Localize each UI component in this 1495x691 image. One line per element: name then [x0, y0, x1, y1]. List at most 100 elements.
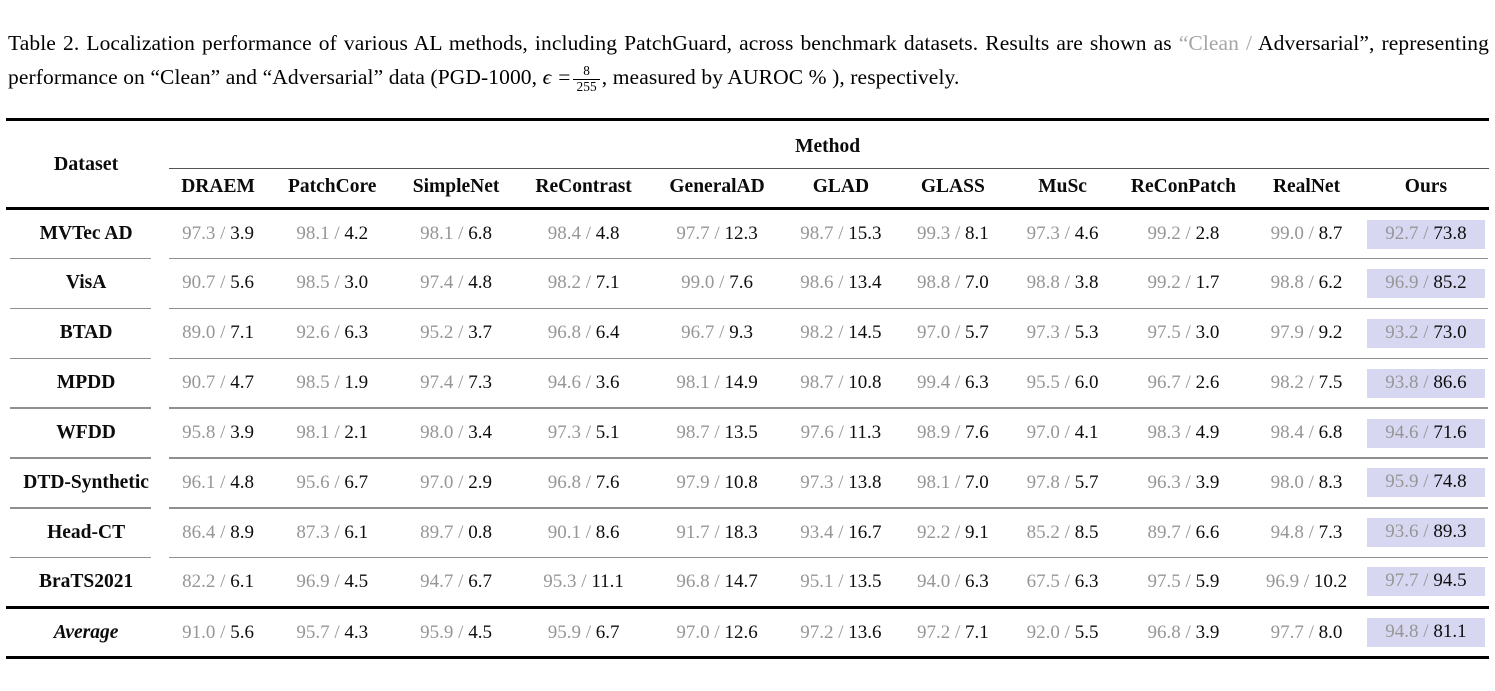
adversarial-score: 3.8 — [1074, 272, 1099, 294]
adversarial-score: 9.3 — [729, 322, 753, 344]
score-separator: / — [580, 621, 596, 643]
clean-score: 86.4 — [182, 521, 216, 543]
adversarial-score: 13.5 — [724, 422, 758, 444]
score-separator: / — [709, 521, 725, 543]
clean-score: 95.8 — [182, 422, 216, 444]
ours-highlight: 93.6 / 89.3 — [1366, 518, 1485, 548]
adversarial-score: 6.6 — [1195, 521, 1220, 543]
adversarial-score: 11.1 — [591, 570, 624, 592]
score-separator: / — [833, 322, 849, 344]
score-cell: 99.2 / 2.8 — [1116, 209, 1251, 259]
score-separator: / — [1418, 471, 1434, 493]
score-cell: 97.3 / 3.9 — [166, 209, 270, 259]
clean-score: 98.6 — [800, 272, 834, 294]
adversarial-score: 2.6 — [1195, 372, 1220, 394]
score-separator: / — [215, 372, 231, 394]
score-separator: / — [215, 223, 231, 245]
score-cell: 85.2 / 8.5 — [1008, 508, 1117, 559]
adversarial-score: 6.1 — [344, 521, 369, 543]
caption-text-1: Table 2. Localization performance of var… — [8, 31, 1179, 55]
score-cell: 98.9 / 7.6 — [897, 408, 1009, 459]
method-col-header-musc: MuSc — [1038, 175, 1087, 197]
score-cell: 89.7 / 0.8 — [394, 508, 518, 559]
clean-score: 96.8 — [1147, 621, 1181, 643]
clean-score: 94.6 — [547, 372, 581, 394]
score-separator: / — [1059, 422, 1075, 444]
adversarial-score: 5.3 — [1074, 322, 1099, 344]
score-separator: / — [1180, 621, 1196, 643]
adversarial-score: 5.6 — [230, 621, 254, 643]
score-cell: 95.5 / 6.0 — [1008, 358, 1117, 409]
score-separator: / — [453, 322, 469, 344]
table-row-wfdd: WFDD 95.8 / 3.9 98.1 / 2.1 98.0 / 3.4 97.3 /… — [6, 408, 1489, 459]
score-cell: 95.1 / 13.5 — [785, 558, 898, 608]
adversarial-score: 6.4 — [595, 322, 620, 344]
clean-score: 98.0 — [420, 422, 454, 444]
score-separator: / — [1059, 570, 1075, 592]
score-separator: / — [1059, 521, 1075, 543]
score-separator: / — [833, 521, 849, 543]
adversarial-score: 13.8 — [848, 471, 882, 493]
score-separator: / — [1303, 322, 1319, 344]
score-separator: / — [580, 521, 596, 543]
score-cell: 94.7 / 6.7 — [395, 558, 518, 608]
ours-highlight: 94.6 / 71.6 — [1366, 418, 1485, 448]
score-separator: / — [1418, 570, 1434, 592]
score-separator: / — [950, 272, 965, 294]
score-cell: 99.0 / 8.7 — [1250, 209, 1363, 259]
clean-score: 93.8 — [1385, 371, 1419, 393]
clean-score: 97.2 — [800, 621, 834, 643]
clean-score: 95.7 — [296, 621, 330, 643]
ours-highlight: 93.8 / 86.6 — [1366, 368, 1485, 398]
method-col-header-generalad: GeneralAD — [669, 175, 765, 197]
score-cell: 95.9 / 4.5 — [395, 608, 518, 658]
adversarial-score: 4.2 — [344, 223, 369, 245]
score-separator: / — [215, 570, 231, 592]
score-separator: / — [1418, 621, 1434, 643]
clean-score: 98.7 — [800, 372, 834, 394]
score-cell: 97.7 / 8.0 — [1250, 608, 1363, 658]
score-separator: / — [580, 223, 596, 245]
clean-score: 91.7 — [676, 521, 710, 543]
adversarial-score: 3.9 — [230, 422, 254, 444]
clean-score: 97.0 — [1026, 422, 1060, 444]
score-separator: / — [1059, 223, 1075, 245]
score-cell: 97.0 / 5.7 — [897, 308, 1009, 359]
adversarial-score: 13.6 — [848, 621, 882, 643]
adversarial-score: 14.9 — [724, 372, 758, 394]
clean-score: 97.3 — [800, 471, 834, 493]
score-separator: / — [709, 422, 725, 444]
method-col-header-realnet: RealNet — [1272, 175, 1341, 197]
score-cell: 94.8 / 81.1 — [1363, 608, 1489, 658]
score-cell: 94.6 / 3.6 — [517, 358, 650, 409]
score-cell: 95.8 / 3.9 — [166, 408, 270, 459]
score-cell: 93.8 / 86.6 — [1362, 358, 1489, 409]
score-separator: / — [1303, 223, 1319, 245]
score-cell: 93.6 / 89.3 — [1362, 508, 1489, 559]
clean-score: 97.9 — [676, 471, 710, 493]
method-col-header-reconpatch: ReConPatch — [1130, 175, 1236, 197]
score-separator: / — [714, 272, 730, 294]
score-cell: 98.4 / 6.8 — [1250, 408, 1363, 459]
clean-score: 98.8 — [1026, 272, 1060, 294]
score-cell: 87.3 / 6.1 — [269, 508, 395, 559]
score-separator: / — [833, 272, 849, 294]
adversarial-score: 6.7 — [344, 471, 369, 493]
dataset-label: BraTS2021 — [38, 570, 134, 592]
score-cell: 97.2 / 7.1 — [897, 608, 1008, 658]
score-separator: / — [1180, 471, 1196, 493]
score-separator: / — [453, 223, 469, 245]
score-cell: 92.7 / 73.8 — [1362, 209, 1489, 259]
score-cell: 96.3 / 3.9 — [1116, 458, 1251, 509]
adversarial-score: 4.8 — [230, 471, 254, 493]
adversarial-score: 12.3 — [724, 223, 758, 245]
score-cell: 90.1 / 8.6 — [517, 508, 650, 559]
score-separator: / — [1180, 521, 1196, 543]
clean-score: 93.4 — [800, 521, 834, 543]
clean-score: 89.0 — [182, 322, 216, 344]
clean-score: 96.8 — [547, 322, 581, 344]
score-cell: 98.3 / 4.9 — [1116, 408, 1251, 459]
score-separator: / — [329, 223, 345, 245]
clean-score: 98.5 — [296, 372, 330, 394]
ours-highlight: 97.7 / 94.5 — [1366, 567, 1485, 597]
